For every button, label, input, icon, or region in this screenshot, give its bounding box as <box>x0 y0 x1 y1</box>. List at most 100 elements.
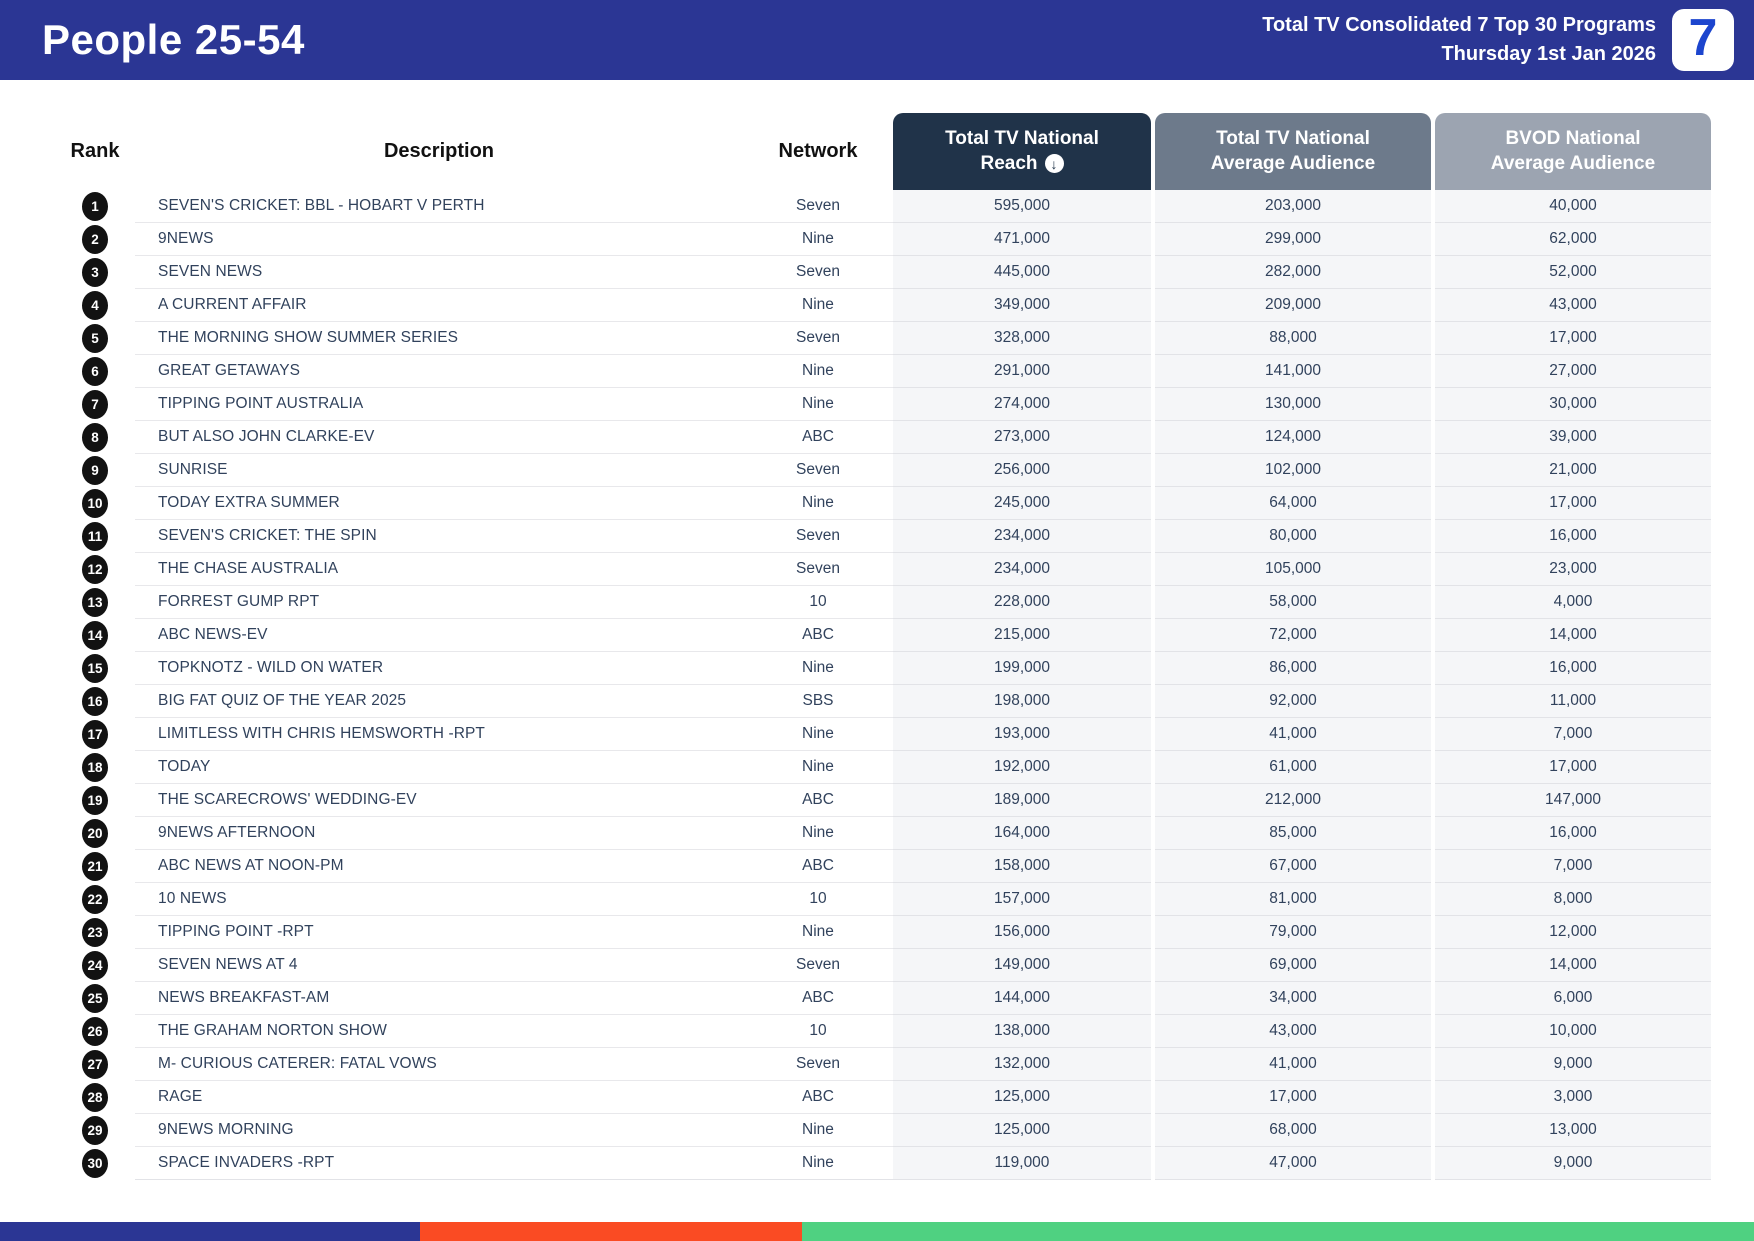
column-header-rank: Rank <box>70 140 120 162</box>
network-cell: Nine <box>743 487 893 520</box>
bvod-average-audience-value: 6,000 <box>1435 982 1711 1015</box>
total-tv-average-audience-value: 80,000 <box>1155 520 1431 553</box>
total-tv-average-audience-value: 209,000 <box>1155 289 1431 322</box>
rank-cell: 5 <box>55 322 135 355</box>
bvod-average-audience-value: 9,000 <box>1435 1048 1711 1081</box>
program-description: BIG FAT QUIZ OF THE YEAR 2025 <box>135 685 743 718</box>
total-tv-average-audience-value: 85,000 <box>1155 817 1431 850</box>
program-description: SPACE INVADERS -RPT <box>135 1147 743 1180</box>
rank-cell: 25 <box>55 982 135 1015</box>
bvod-average-audience-value: 4,000 <box>1435 586 1711 619</box>
total-tv-reach-value: 164,000 <box>893 817 1151 850</box>
program-description: ABC NEWS AT NOON-PM <box>135 850 743 883</box>
bvod-average-audience-value: 14,000 <box>1435 619 1711 652</box>
table-row: 14 ABC NEWS-EV ABC 215,000 72,000 14,000 <box>55 619 1711 652</box>
rank-badge: 2 <box>82 225 108 254</box>
rank-badge: 9 <box>82 456 108 485</box>
rank-badge: 19 <box>82 786 108 815</box>
rank-badge: 21 <box>82 852 108 881</box>
program-description: NEWS BREAKFAST-AM <box>135 982 743 1015</box>
total-tv-reach-value: 349,000 <box>893 289 1151 322</box>
table-row: 2 9NEWS Nine 471,000 299,000 62,000 <box>55 223 1711 256</box>
network-cell: ABC <box>743 982 893 1015</box>
rank-badge: 29 <box>82 1116 108 1145</box>
program-description: LIMITLESS WITH CHRIS HEMSWORTH -RPT <box>135 718 743 751</box>
total-tv-reach-value: 138,000 <box>893 1015 1151 1048</box>
program-description: BUT ALSO JOHN CLARKE-EV <box>135 421 743 454</box>
rank-cell: 26 <box>55 1015 135 1048</box>
rank-cell: 17 <box>55 718 135 751</box>
rank-badge: 20 <box>82 819 108 848</box>
bvod-average-audience-value: 17,000 <box>1435 322 1711 355</box>
program-description: SEVEN'S CRICKET: THE SPIN <box>135 520 743 553</box>
program-description: THE MORNING SHOW SUMMER SERIES <box>135 322 743 355</box>
total-tv-reach-value: 193,000 <box>893 718 1151 751</box>
total-tv-reach-value: 125,000 <box>893 1114 1151 1147</box>
network-cell: Nine <box>743 718 893 751</box>
table-row: 25 NEWS BREAKFAST-AM ABC 144,000 34,000 6,000 <box>55 982 1711 1015</box>
table-row: 29 9NEWS MORNING Nine 125,000 68,000 13,000 <box>55 1114 1711 1147</box>
total-tv-reach-value: 215,000 <box>893 619 1151 652</box>
network-cell: Seven <box>743 454 893 487</box>
stripe-green-segment <box>802 1222 1754 1241</box>
total-tv-reach-value: 125,000 <box>893 1081 1151 1114</box>
ratings-table: Rank Description Network Total TV Nation… <box>55 113 1711 1180</box>
bvod-average-audience-value: 23,000 <box>1435 553 1711 586</box>
sort-descending-icon[interactable]: ↓ <box>1044 154 1064 174</box>
column-header-total-tv-average-audience: Total TV National Average Audience <box>1155 113 1431 190</box>
rank-cell: 7 <box>55 388 135 421</box>
rank-cell: 10 <box>55 487 135 520</box>
rank-badge: 1 <box>82 192 108 221</box>
network-cell: Seven <box>743 256 893 289</box>
total-tv-reach-value: 234,000 <box>893 553 1151 586</box>
table-row: 16 BIG FAT QUIZ OF THE YEAR 2025 SBS 198,00… <box>55 685 1711 718</box>
network-cell: ABC <box>743 421 893 454</box>
network-cell: Nine <box>743 289 893 322</box>
footer-color-stripe <box>0 1222 1754 1241</box>
column-header-network: Network <box>778 140 858 162</box>
rank-cell: 13 <box>55 586 135 619</box>
program-description: TIPPING POINT AUSTRALIA <box>135 388 743 421</box>
table-row: 13 FORREST GUMP RPT 10 228,000 58,000 4,000 <box>55 586 1711 619</box>
bvod-average-audience-value: 10,000 <box>1435 1015 1711 1048</box>
rank-cell: 11 <box>55 520 135 553</box>
rank-badge: 11 <box>82 522 108 551</box>
bvod-average-audience-value: 17,000 <box>1435 487 1711 520</box>
rank-cell: 28 <box>55 1081 135 1114</box>
table-row: 30 SPACE INVADERS -RPT Nine 119,000 47,000 9,… <box>55 1147 1711 1180</box>
rank-cell: 29 <box>55 1114 135 1147</box>
total-tv-reach-value: 274,000 <box>893 388 1151 421</box>
bvod-average-audience-value: 40,000 <box>1435 190 1711 223</box>
table-row: 20 9NEWS AFTERNOON Nine 164,000 85,000 16,000 <box>55 817 1711 850</box>
column-header-total-tv-reach[interactable]: Total TV National Reach ↓ <box>893 113 1151 190</box>
total-tv-average-audience-value: 64,000 <box>1155 487 1431 520</box>
rank-cell: 21 <box>55 850 135 883</box>
table-row: 8 BUT ALSO JOHN CLARKE-EV ABC 273,000 124,00… <box>55 421 1711 454</box>
rank-cell: 2 <box>55 223 135 256</box>
table-row: 27 M- CURIOUS CATERER: FATAL VOWS Seven 132… <box>55 1048 1711 1081</box>
table-row: 3 SEVEN NEWS Seven 445,000 282,000 52,000 <box>55 256 1711 289</box>
network-cell: ABC <box>743 1081 893 1114</box>
total-tv-average-audience-value: 79,000 <box>1155 916 1431 949</box>
rank-cell: 30 <box>55 1147 135 1180</box>
bvod-average-audience-value: 62,000 <box>1435 223 1711 256</box>
table-row: 6 GREAT GETAWAYS Nine 291,000 141,000 27,000 <box>55 355 1711 388</box>
rank-cell: 12 <box>55 553 135 586</box>
bvod-average-audience-value: 12,000 <box>1435 916 1711 949</box>
table-row: 21 ABC NEWS AT NOON-PM ABC 158,000 67,000 7,0… <box>55 850 1711 883</box>
bvod-average-audience-value: 7,000 <box>1435 850 1711 883</box>
network-cell: Nine <box>743 652 893 685</box>
program-description: TIPPING POINT -RPT <box>135 916 743 949</box>
bvod-average-audience-value: 8,000 <box>1435 883 1711 916</box>
total-tv-reach-value: 256,000 <box>893 454 1151 487</box>
total-tv-average-audience-value: 282,000 <box>1155 256 1431 289</box>
rank-cell: 18 <box>55 751 135 784</box>
network-cell: Seven <box>743 949 893 982</box>
table-row: 22 10 NEWS 10 157,000 81,000 8,000 <box>55 883 1711 916</box>
stripe-orange-segment <box>420 1222 802 1241</box>
rank-badge: 13 <box>82 588 108 617</box>
rank-cell: 16 <box>55 685 135 718</box>
rank-badge: 3 <box>82 258 108 287</box>
bvod-average-audience-value: 16,000 <box>1435 520 1711 553</box>
table-row: 12 THE CHASE AUSTRALIA Seven 234,000 105,000… <box>55 553 1711 586</box>
